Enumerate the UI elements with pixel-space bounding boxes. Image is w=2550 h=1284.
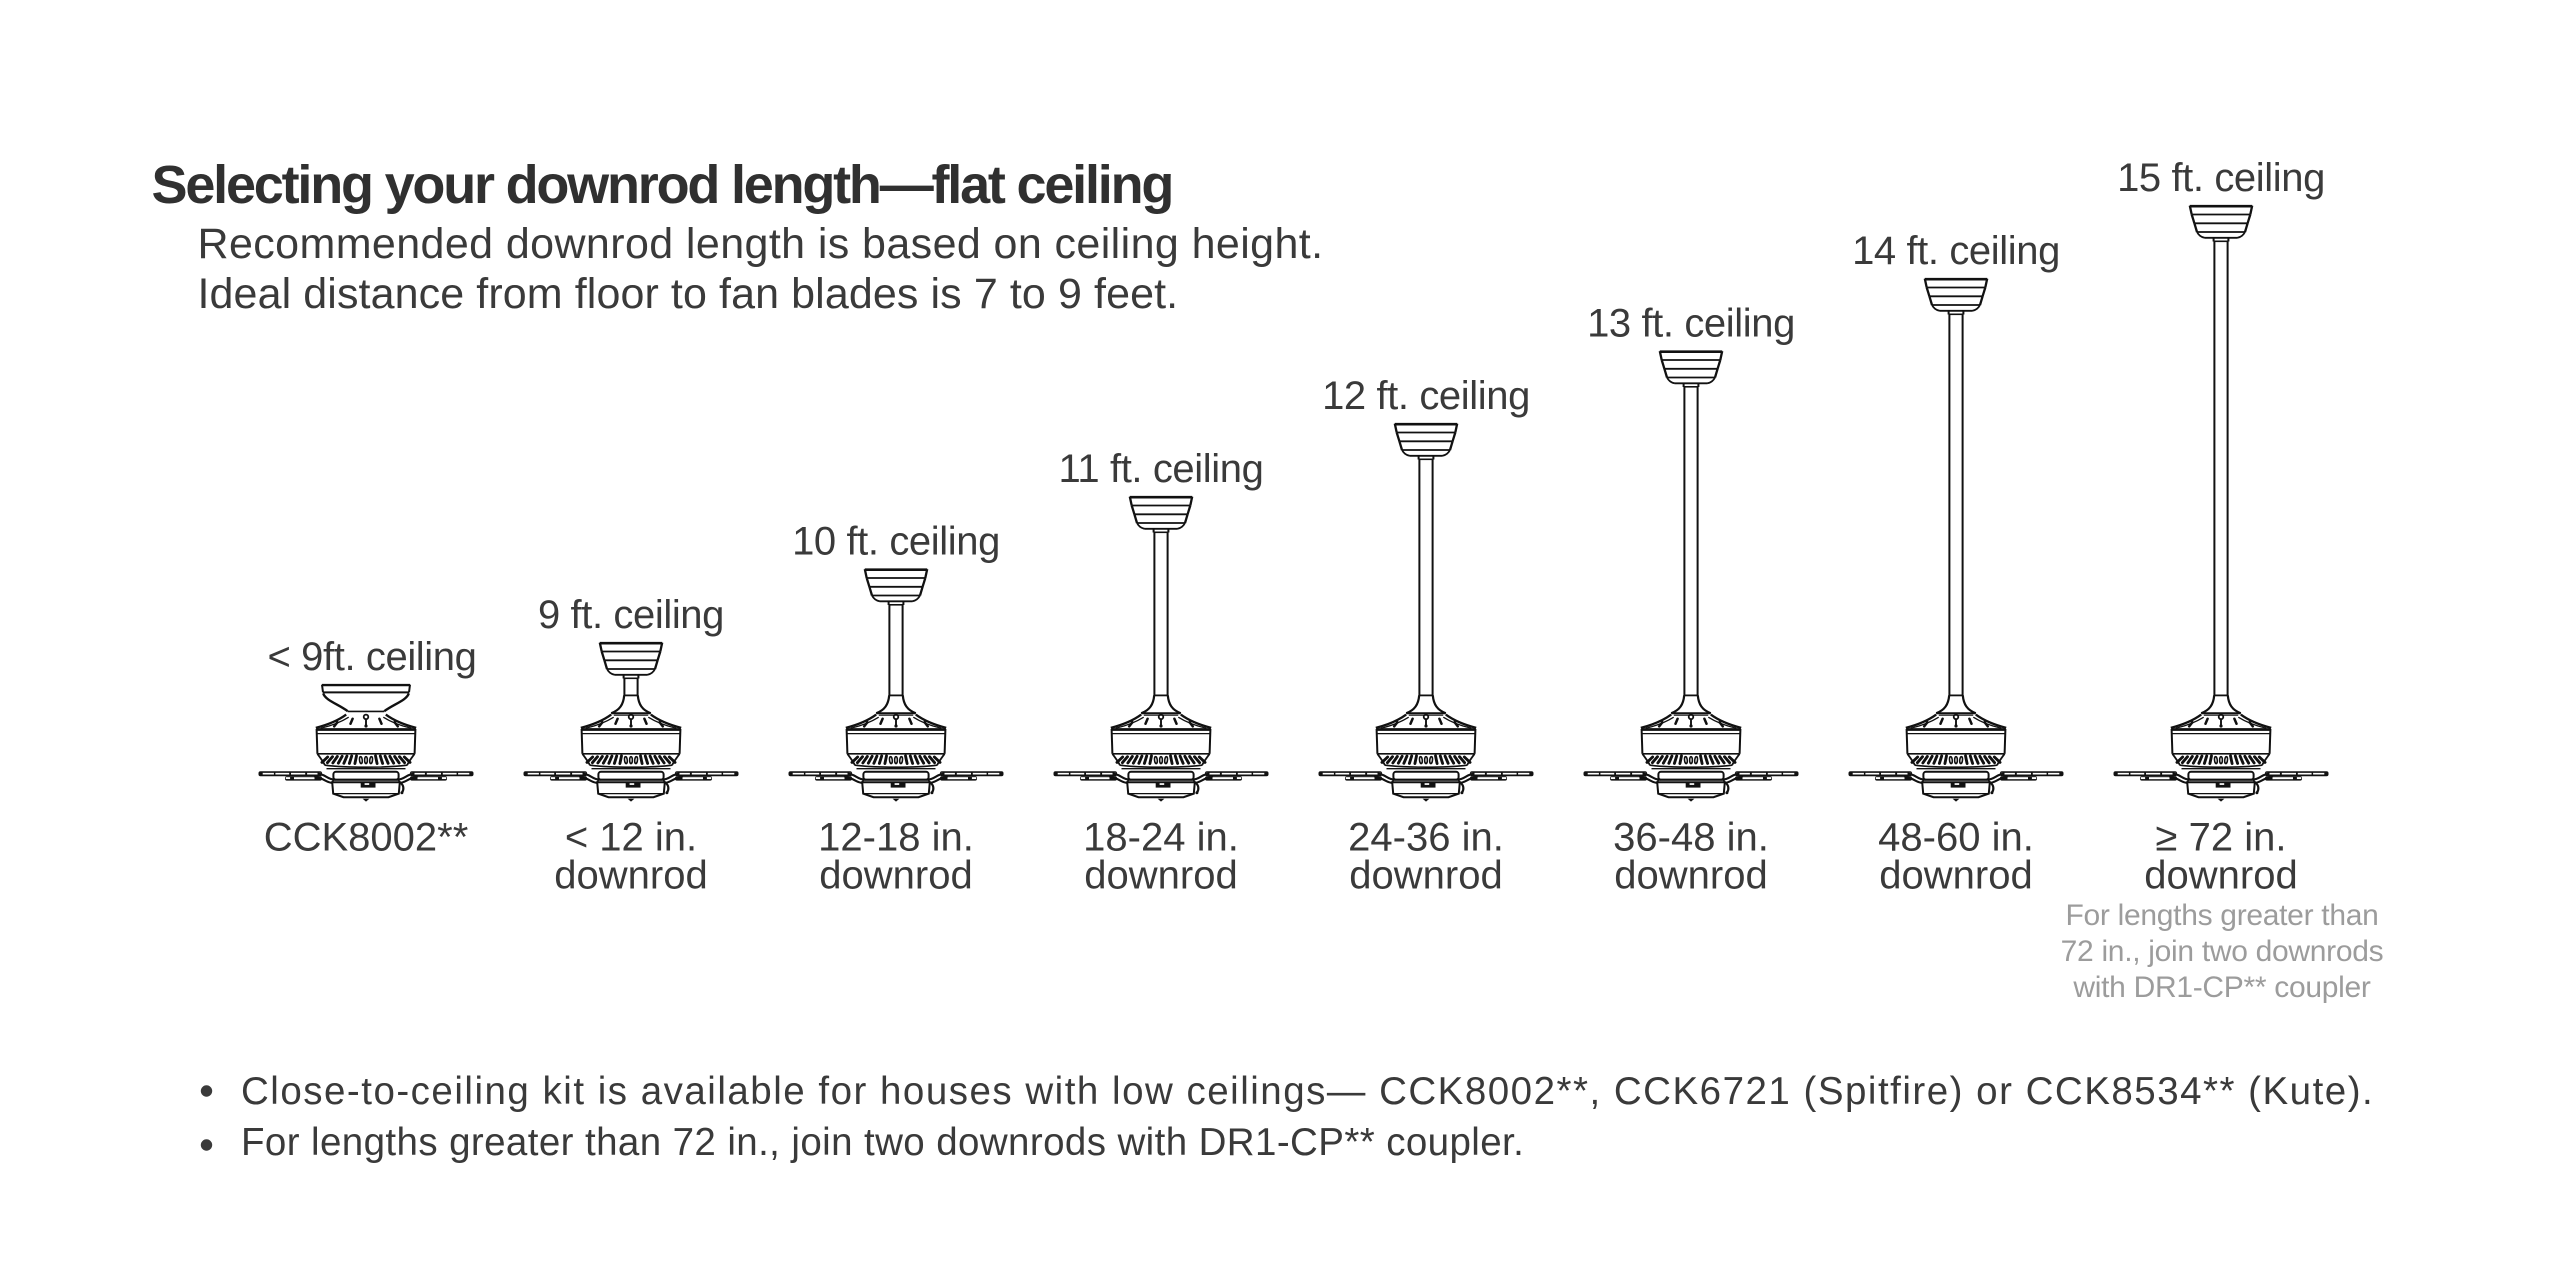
svg-text:downrod: downrod — [2144, 854, 2297, 898]
svg-text:72 in., join two downrods: 72 in., join two downrods — [2061, 935, 2384, 968]
svg-text:10 ft. ceiling: 10 ft. ceiling — [792, 520, 1000, 564]
svg-text:24-36 in.: 24-36 in. — [1348, 816, 1504, 860]
svg-text:14 ft. ceiling: 14 ft. ceiling — [1852, 229, 2060, 273]
svg-text:downrod: downrod — [1879, 854, 2032, 898]
svg-text:11 ft. ceiling: 11 ft. ceiling — [1059, 447, 1264, 491]
svg-text:with DR1-CP** coupler: with DR1-CP** coupler — [2072, 971, 2370, 1004]
svg-text:18-24 in.: 18-24 in. — [1083, 816, 1239, 860]
svg-text:≥ 72 in.: ≥ 72 in. — [2156, 816, 2287, 860]
svg-text:downrod: downrod — [1614, 854, 1767, 898]
svg-text:Selecting your downrod length—: Selecting your downrod length—flat ceili… — [152, 155, 1173, 215]
svg-text:< 9ft. ceiling: < 9ft. ceiling — [268, 635, 477, 679]
svg-text:36-48 in.: 36-48 in. — [1613, 816, 1769, 860]
svg-text:< 12 in.: < 12 in. — [565, 816, 697, 860]
svg-text:For lengths greater than: For lengths greater than — [2066, 899, 2379, 932]
svg-text:48-60 in.: 48-60 in. — [1878, 816, 2034, 860]
svg-text:downrod: downrod — [819, 854, 972, 898]
svg-text:downrod: downrod — [1349, 854, 1502, 898]
svg-text:Ideal distance from floor to f: Ideal distance from floor to fan blades … — [198, 270, 1179, 318]
svg-text:15 ft. ceiling: 15 ft. ceiling — [2117, 156, 2325, 200]
svg-text:downrod: downrod — [1084, 854, 1237, 898]
svg-text:12 ft. ceiling: 12 ft. ceiling — [1322, 374, 1530, 418]
svg-text:CCK8002**: CCK8002** — [264, 816, 469, 860]
svg-text:downrod: downrod — [554, 854, 707, 898]
svg-text:Close-to-ceiling kit is availa: Close-to-ceiling kit is available for ho… — [241, 1070, 2374, 1113]
svg-text:Recommended downrod length is: Recommended downrod length is based on c… — [198, 220, 1324, 268]
svg-text:13 ft. ceiling: 13 ft. ceiling — [1587, 302, 1795, 346]
svg-text:12-18 in.: 12-18 in. — [818, 816, 974, 860]
svg-text:9 ft. ceiling: 9 ft. ceiling — [538, 593, 724, 637]
svg-text:For lengths greater than 72 in: For lengths greater than 72 in., join tw… — [241, 1121, 1524, 1164]
